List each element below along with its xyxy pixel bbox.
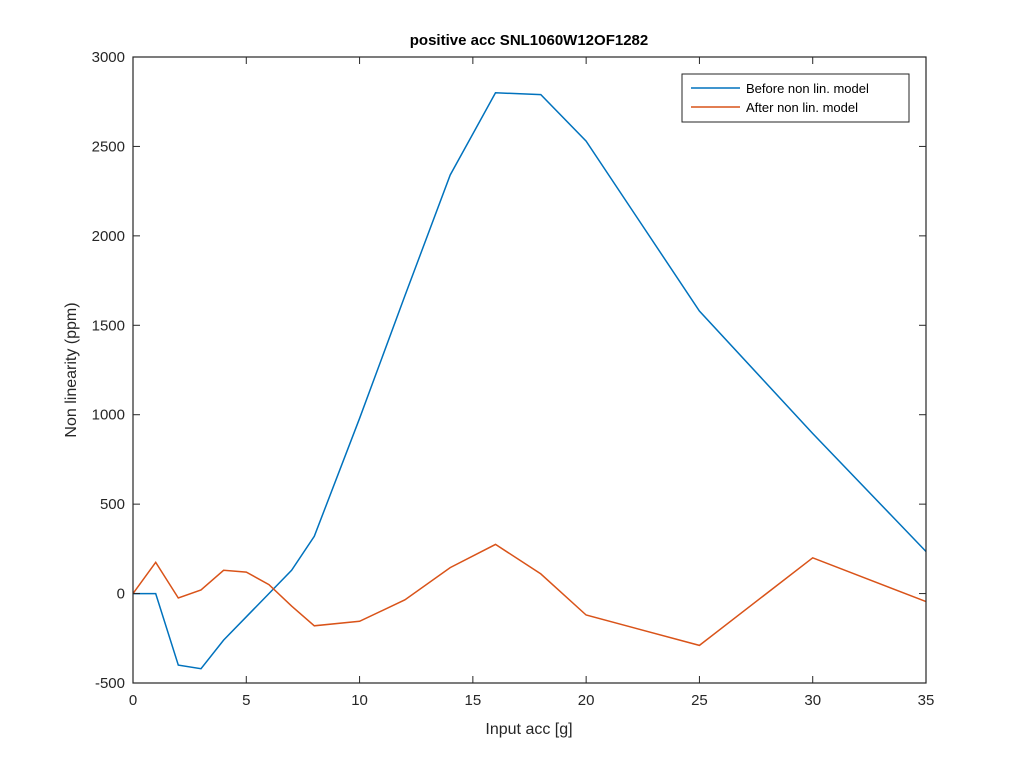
series-layer bbox=[132, 92, 927, 670]
series-line-2 bbox=[132, 543, 927, 647]
x-tick-label: 35 bbox=[918, 692, 935, 709]
y-tick-label: 2000 bbox=[92, 228, 125, 245]
y-tick-label: 3000 bbox=[92, 49, 125, 66]
x-tick-label: 5 bbox=[242, 692, 250, 709]
y-tick-label: -500 bbox=[95, 675, 125, 692]
plot-area bbox=[133, 57, 926, 683]
x-tick-label: 20 bbox=[578, 692, 595, 709]
x-tick-label: 15 bbox=[465, 692, 482, 709]
axes: 0 5 10 15 20 25 30 35-5000500100015002000250030… bbox=[92, 49, 935, 709]
x-tick-label: 10 bbox=[351, 692, 368, 709]
x-axis-label: Input acc [g] bbox=[485, 721, 572, 738]
y-tick-label: 500 bbox=[100, 496, 125, 513]
x-tick-label: 0 bbox=[129, 692, 137, 709]
axes-frame bbox=[132, 56, 927, 684]
legend-entry-label: Before non lin. model bbox=[746, 81, 869, 96]
y-tick-label: 0 bbox=[117, 586, 125, 603]
x-tick-label: 30 bbox=[804, 692, 821, 709]
legend-box bbox=[681, 73, 910, 123]
legend: Before non lin. model After non lin. mode… bbox=[681, 73, 910, 123]
y-tick-label: 1000 bbox=[92, 407, 125, 424]
y-tick-label: 1500 bbox=[92, 317, 125, 334]
y-tick-label: 2500 bbox=[92, 138, 125, 155]
series-line-1 bbox=[133, 92, 927, 670]
y-axis-label: Non linearity (ppm) bbox=[63, 302, 80, 437]
x-tick-label: 25 bbox=[691, 692, 708, 709]
legend-entry-label: After non lin. model bbox=[746, 100, 858, 115]
chart-title: positive acc SNL1060W12OF1282 bbox=[410, 32, 648, 49]
